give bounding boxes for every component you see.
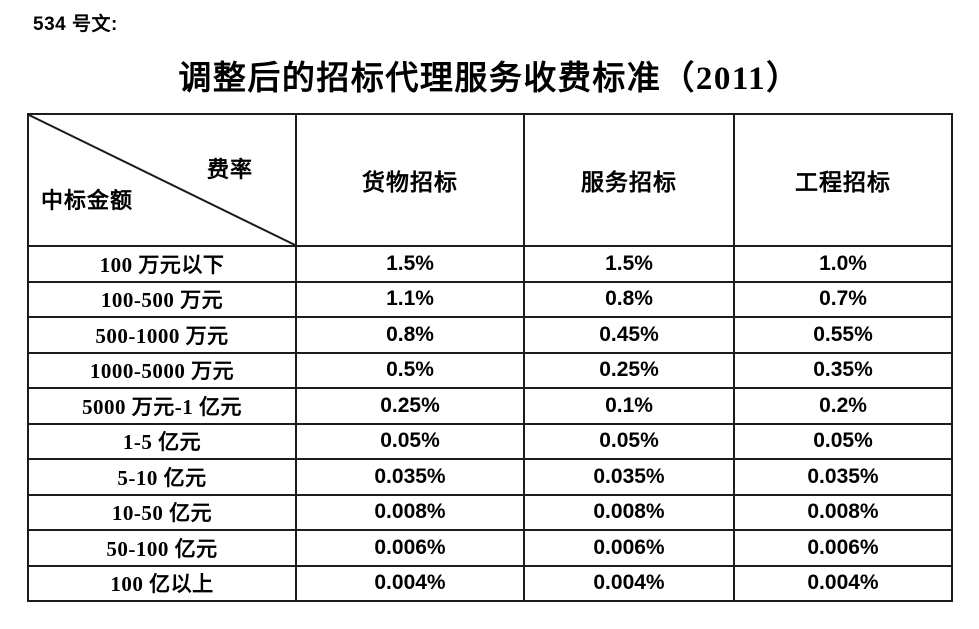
rate-cell: 0.008%	[733, 493, 953, 531]
rate-cell: 0.006%	[295, 529, 525, 567]
column-header-goods-bidding: 货物招标	[295, 113, 525, 247]
rate-cell: 1.0%	[733, 245, 953, 283]
rate-cell: 0.1%	[523, 387, 735, 425]
row-label: 100 万元以下	[27, 245, 297, 283]
row-label: 100-500 万元	[27, 280, 297, 318]
rate-cell: 0.55%	[733, 316, 953, 354]
rate-cell: 0.006%	[733, 529, 953, 567]
row-label: 100 亿以上	[27, 564, 297, 602]
column-header-works-bidding: 工程招标	[733, 113, 953, 247]
row-label: 5000 万元-1 亿元	[27, 387, 297, 425]
rate-cell: 0.006%	[523, 529, 735, 567]
row-label: 1-5 亿元	[27, 422, 297, 460]
table-row: 100-500 万元 1.1% 0.8% 0.7%	[27, 280, 953, 318]
rate-cell: 0.035%	[295, 458, 525, 496]
rate-cell: 1.5%	[295, 245, 525, 283]
header-rate-label: 费率	[206, 157, 253, 182]
table-row: 100 万元以下 1.5% 1.5% 1.0%	[27, 245, 953, 283]
rate-cell: 0.05%	[733, 422, 953, 460]
table-row: 1000-5000 万元 0.5% 0.25% 0.35%	[27, 351, 953, 389]
rate-cell: 0.8%	[295, 316, 525, 354]
rate-cell: 0.008%	[523, 493, 735, 531]
rate-cell: 0.004%	[733, 564, 953, 602]
rate-cell: 0.004%	[523, 564, 735, 602]
rate-cell: 0.05%	[523, 422, 735, 460]
fee-rate-table: 费率 中标金额 货物招标 服务招标 工程招标 100 万元以下 1.5% 1.5…	[27, 113, 953, 602]
row-label: 5-10 亿元	[27, 458, 297, 496]
table-header-row: 费率 中标金额 货物招标 服务招标 工程招标	[27, 113, 953, 247]
row-label: 500-1000 万元	[27, 316, 297, 354]
diagonal-line	[29, 115, 295, 245]
table-row: 100 亿以上 0.004% 0.004% 0.004%	[27, 564, 953, 602]
rate-cell: 1.1%	[295, 280, 525, 318]
table-row: 10-50 亿元 0.008% 0.008% 0.008%	[27, 493, 953, 531]
rate-cell: 0.35%	[733, 351, 953, 389]
row-label: 1000-5000 万元	[27, 351, 297, 389]
row-label: 50-100 亿元	[27, 529, 297, 567]
doc-number-label: 534 号文:	[33, 14, 118, 35]
row-label: 10-50 亿元	[27, 493, 297, 531]
rate-cell: 0.035%	[523, 458, 735, 496]
rate-cell: 1.5%	[523, 245, 735, 283]
table-row: 1-5 亿元 0.05% 0.05% 0.05%	[27, 422, 953, 460]
rate-cell: 0.2%	[733, 387, 953, 425]
diagonal-header-cell: 费率 中标金额	[27, 113, 297, 247]
rate-cell: 0.45%	[523, 316, 735, 354]
table-row: 5-10 亿元 0.035% 0.035% 0.035%	[27, 458, 953, 496]
rate-cell: 0.008%	[295, 493, 525, 531]
table-row: 5000 万元-1 亿元 0.25% 0.1% 0.2%	[27, 387, 953, 425]
rate-cell: 0.5%	[295, 351, 525, 389]
rate-cell: 0.25%	[295, 387, 525, 425]
table-row: 500-1000 万元 0.8% 0.45% 0.55%	[27, 316, 953, 354]
rate-cell: 0.05%	[295, 422, 525, 460]
column-header-service-bidding: 服务招标	[523, 113, 735, 247]
rate-cell: 0.004%	[295, 564, 525, 602]
table-row: 50-100 亿元 0.006% 0.006% 0.006%	[27, 529, 953, 567]
rate-cell: 0.035%	[733, 458, 953, 496]
rate-cell: 0.8%	[523, 280, 735, 318]
rate-cell: 0.7%	[733, 280, 953, 318]
page-title: 调整后的招标代理服务收费标准（2011）	[178, 61, 801, 97]
rate-cell: 0.25%	[523, 351, 735, 389]
header-amount-label: 中标金额	[41, 188, 134, 213]
